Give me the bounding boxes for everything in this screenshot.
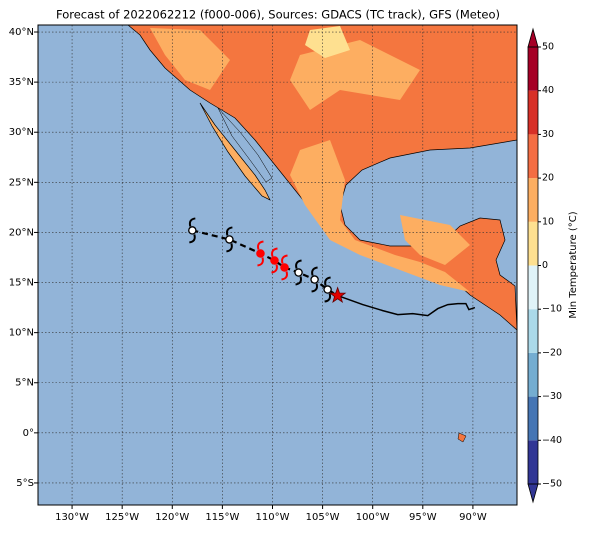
map-area	[38, 25, 517, 505]
colorbar-segment	[528, 265, 538, 310]
land-cool	[305, 26, 350, 58]
x-tick-label: 120°W	[155, 512, 189, 523]
colorbar-tick-label: −20	[542, 347, 562, 358]
storm-symbol-arm	[295, 259, 302, 286]
x-tick-label: 90°W	[459, 512, 487, 523]
colorbar-segment	[528, 396, 538, 441]
storm-symbol	[256, 249, 265, 258]
x-tick-label: 130°W	[55, 512, 89, 523]
y-tick-label: 25°N	[9, 177, 34, 188]
y-tick-label: 10°N	[9, 328, 34, 339]
colorbar-segment	[528, 90, 538, 135]
storm-symbol-arm	[188, 217, 196, 244]
x-tick-label: 110°W	[255, 512, 289, 523]
storm-symbol	[188, 226, 197, 235]
x-tick-label: 115°W	[205, 512, 239, 523]
colorbar-tick-label: −30	[542, 391, 562, 402]
y-tick-label: 30°N	[9, 127, 34, 138]
storm-symbol-arm	[324, 276, 332, 303]
gulf-of-california	[217, 107, 273, 183]
storm-symbol	[270, 256, 279, 265]
colorbar-tick-label: −50	[542, 479, 562, 490]
colorbar-segment	[528, 309, 538, 353]
storm-symbol-arm	[225, 226, 233, 253]
map-title: Forecast of 2022062212 (f000-006), Sourc…	[56, 8, 500, 22]
island	[457, 432, 467, 443]
x-tick-label: 100°W	[356, 512, 390, 523]
storm-symbol	[323, 285, 332, 294]
colorbar-label: Min Temperature (°C)	[568, 211, 579, 318]
colorbar-tick-label: 10	[542, 216, 554, 227]
colorbar-segment	[528, 221, 538, 266]
past-track	[337, 294, 476, 317]
colorbar-tick-label: 40	[542, 85, 554, 96]
storm-symbol-arm	[281, 254, 288, 281]
colorbar-extend-high	[527, 27, 539, 48]
storm-symbol	[225, 235, 234, 244]
storm-symbol-arm	[271, 247, 278, 274]
colorbar-segment	[528, 47, 538, 91]
colorbar-segment	[528, 134, 538, 179]
land-warm	[290, 140, 470, 292]
x-tick-label: 95°W	[409, 512, 437, 523]
colorbar-tick-label: 50	[542, 42, 554, 53]
y-tick-label: 0°	[23, 428, 34, 439]
map-frame	[37, 24, 518, 506]
storm-symbol-arm	[257, 240, 264, 267]
colorbar-segment	[528, 352, 538, 397]
y-tick-label: 15°N	[9, 278, 34, 289]
storm-symbol	[310, 275, 319, 284]
colorbar-segment	[528, 178, 538, 222]
colorbar-tick-label: 30	[542, 129, 554, 140]
y-tick-label: 5°N	[15, 378, 34, 389]
storm-symbol	[280, 263, 289, 272]
land-warm	[400, 215, 470, 265]
y-tick-label: 40°N	[9, 27, 34, 38]
y-tick-label: 35°N	[9, 77, 34, 88]
colorbar-tick-label: −10	[542, 304, 562, 315]
storm-symbol	[294, 268, 303, 277]
colorbar-tick-label: 0	[542, 260, 548, 271]
x-tick-label: 125°W	[105, 512, 139, 523]
colorbar-tick-label: −40	[542, 435, 562, 446]
x-tick-label: 105°W	[306, 512, 340, 523]
colorbar-extend-low	[527, 483, 539, 504]
storm-symbol-arm	[311, 266, 319, 293]
y-tick-label: 20°N	[9, 227, 34, 238]
baja	[199, 102, 271, 201]
y-tick-label: 5°S	[16, 478, 34, 489]
current-position	[328, 286, 347, 304]
colorbar-tick-label: 20	[542, 173, 554, 184]
land-warm	[150, 28, 230, 90]
colorbar-segment	[528, 440, 538, 484]
